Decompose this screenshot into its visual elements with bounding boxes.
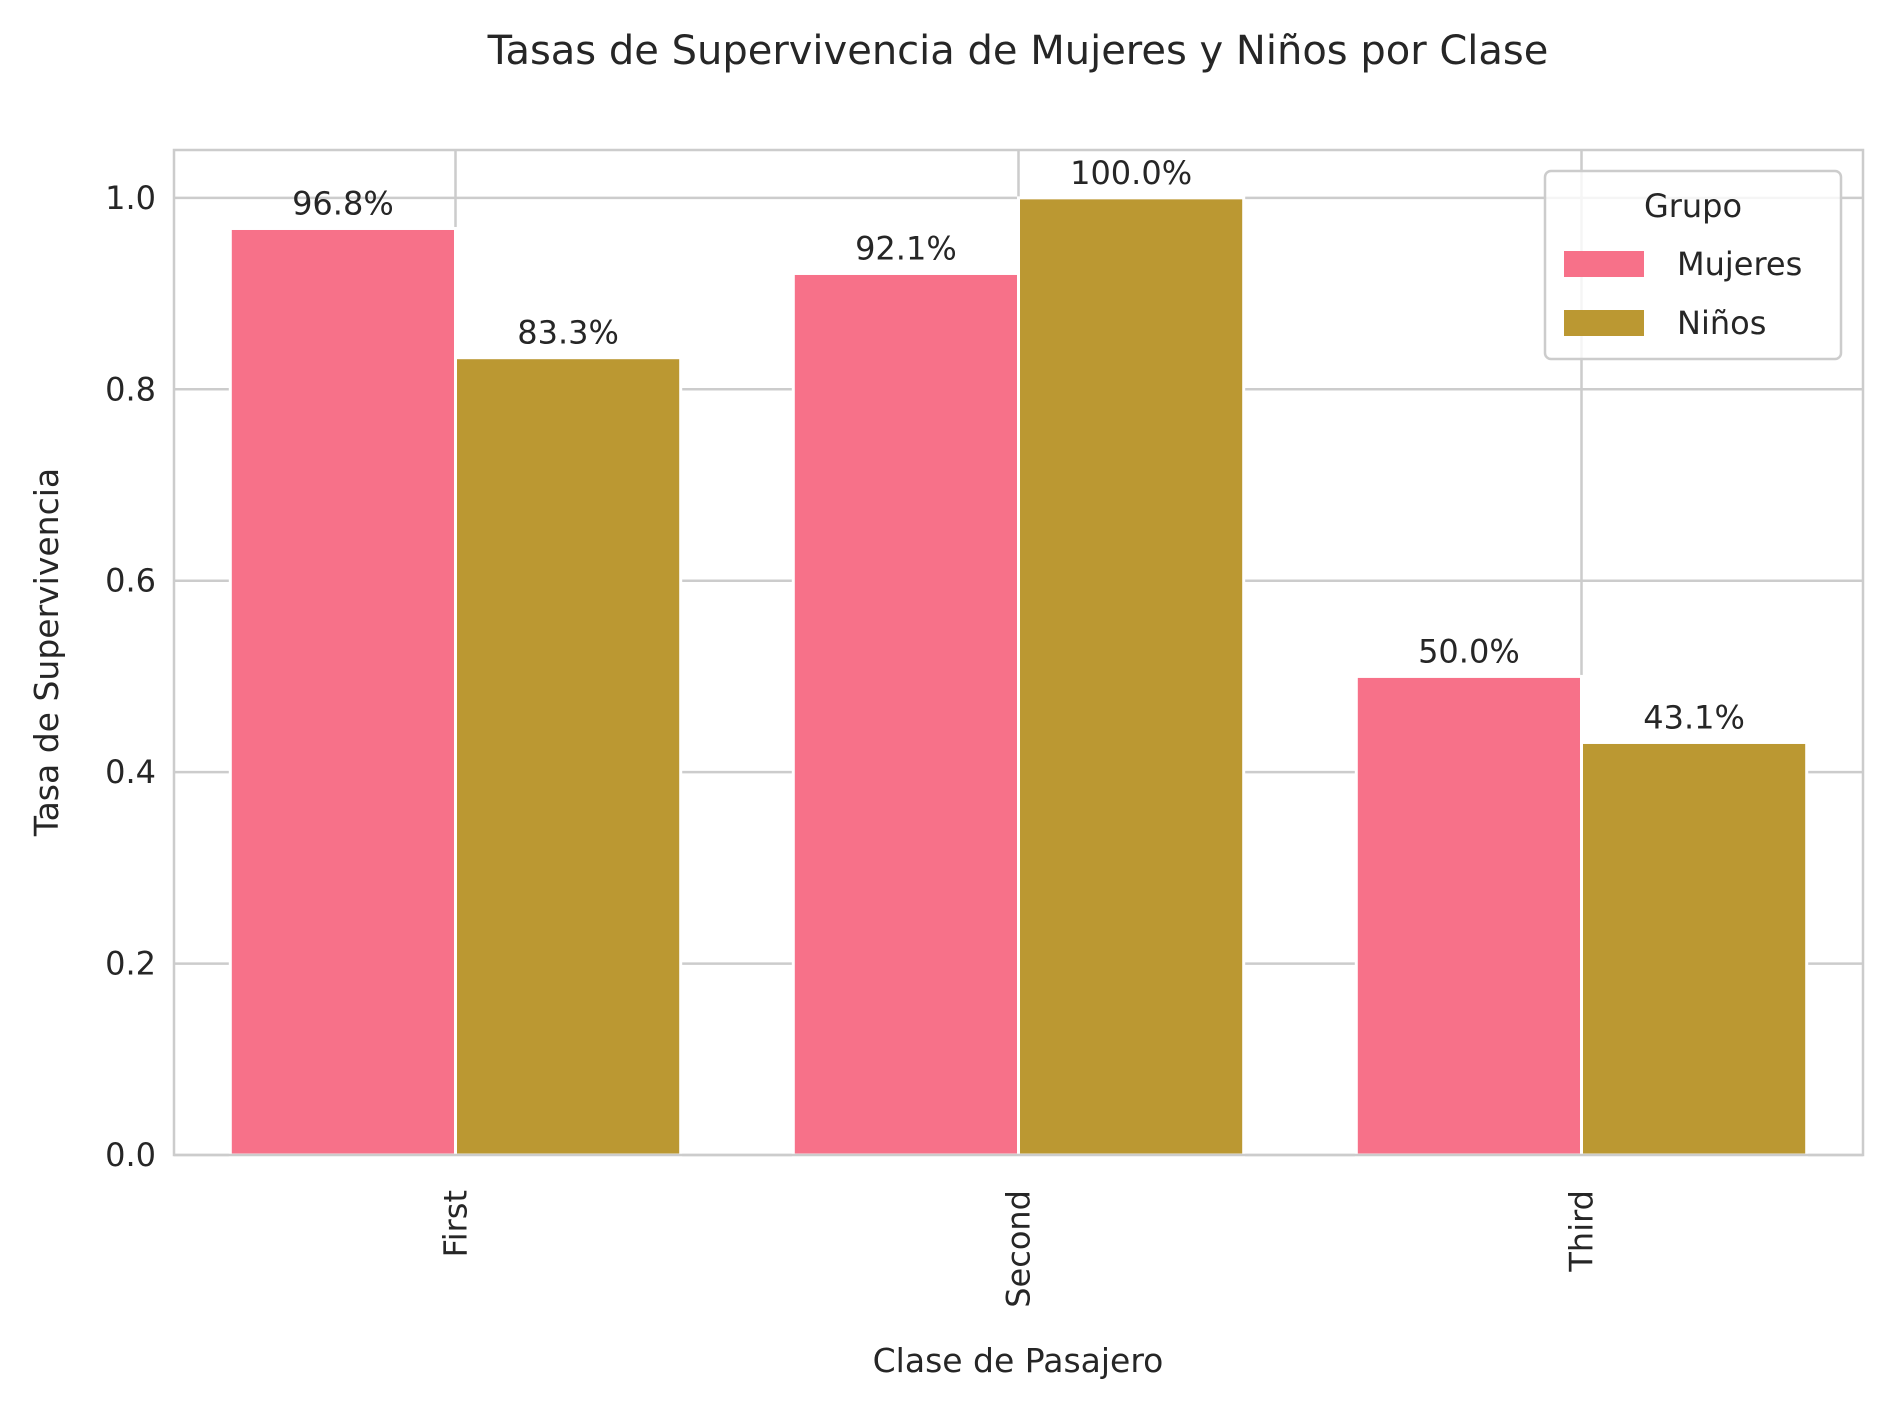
bar-ninos [1580, 740, 1809, 1157]
bar-mujeres [228, 226, 457, 1157]
y-axis-ticks: 0.0 0.2 0.4 0.6 0.8 1.0 [105, 179, 156, 1174]
y-tick-label: 0.8 [105, 370, 156, 408]
bar-ninos [454, 356, 683, 1157]
data-label-mujeres: 92.1% [855, 229, 957, 267]
legend-title: Grupo [1644, 187, 1742, 225]
y-tick-label: 0.6 [105, 562, 156, 600]
data-label-ninos: 83.3% [517, 314, 619, 352]
y-axis-label: Tasa de Supervivencia [27, 468, 66, 837]
x-tick-label: First [437, 1190, 475, 1257]
bar-ninos [1017, 196, 1246, 1157]
legend-swatch-ninos [1564, 310, 1644, 336]
data-label-ninos: 100.0% [1070, 154, 1192, 192]
y-tick-label: 0.4 [105, 753, 156, 791]
chart-title: Tasas de Supervivencia de Mujeres y Niño… [487, 28, 1549, 74]
data-label-mujeres: 96.8% [292, 184, 394, 222]
bar-mujeres [791, 271, 1020, 1157]
x-axis-label: Clase de Pasajero [873, 1341, 1164, 1380]
x-axis-ticks: First Second Third [437, 1190, 1601, 1308]
bars [228, 196, 1809, 1157]
data-label-mujeres: 50.0% [1418, 632, 1520, 670]
data-label-ninos: 43.1% [1643, 698, 1745, 736]
y-tick-label: 1.0 [105, 179, 156, 217]
y-tick-label: 0.2 [105, 945, 156, 983]
legend-label-mujeres: Mujeres [1677, 245, 1802, 283]
plot-frame [172, 148, 1865, 1157]
y-tick-label: 0.0 [105, 1136, 156, 1174]
data-labels: 96.8% 92.1% 50.0% 83.3% 100.0% 43.1% [292, 154, 1745, 737]
legend: Grupo Mujeres Niños [1543, 169, 1843, 361]
bar-mujeres [1354, 674, 1584, 1157]
legend-label-ninos: Niños [1677, 304, 1766, 342]
x-tick-label: Second [1000, 1190, 1038, 1308]
x-tick-label: Third [1563, 1190, 1601, 1273]
legend-swatch-mujeres [1564, 251, 1644, 277]
